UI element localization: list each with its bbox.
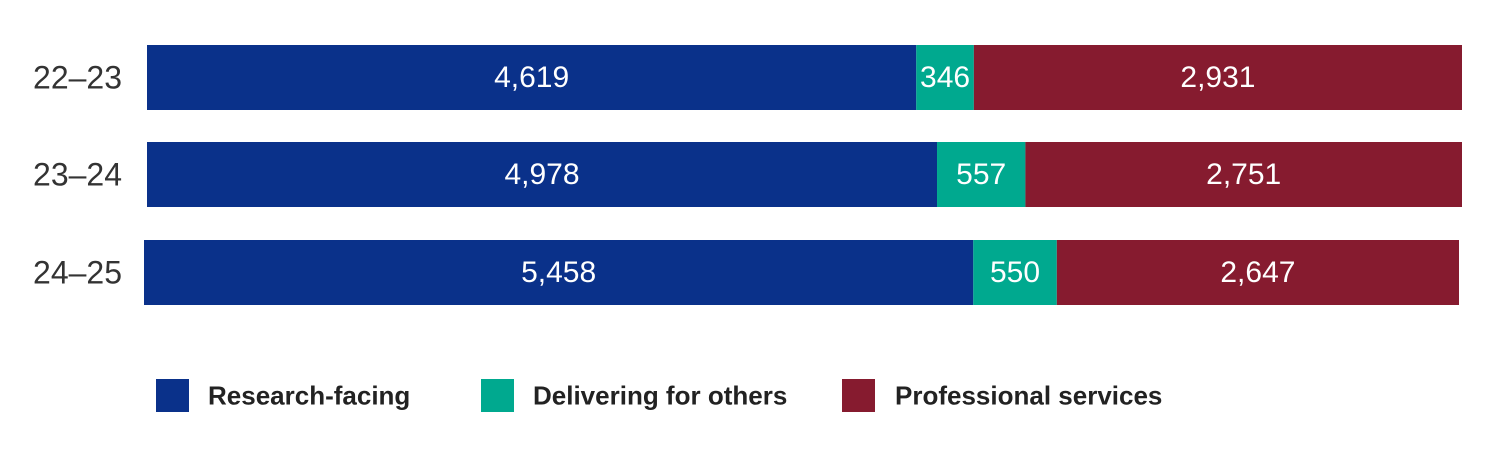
data-label: 5,458 bbox=[521, 256, 596, 289]
data-label: 550 bbox=[990, 256, 1040, 289]
bar-segment bbox=[937, 142, 1026, 207]
data-label: 2,931 bbox=[1180, 61, 1255, 94]
bar-segment bbox=[1056, 240, 1459, 305]
data-label: 2,751 bbox=[1206, 158, 1281, 191]
category-label: 22–23 bbox=[33, 60, 122, 96]
legend-swatch bbox=[842, 379, 875, 412]
bar-segment bbox=[144, 240, 974, 305]
category-labels-group: 22–23 23–24 24–25 bbox=[33, 60, 122, 291]
data-label: 4,978 bbox=[504, 158, 579, 191]
bar-segment bbox=[916, 45, 974, 110]
category-label: 24–25 bbox=[33, 255, 122, 291]
legend-swatch bbox=[156, 379, 189, 412]
legend-label: Professional services bbox=[895, 381, 1162, 411]
bars-group bbox=[144, 45, 1462, 305]
bar-segment bbox=[973, 45, 1462, 110]
bar-segment bbox=[147, 142, 938, 207]
bar-segment bbox=[1025, 142, 1462, 207]
category-label: 23–24 bbox=[33, 157, 122, 193]
legend: Research-facing Delivering for others Prof… bbox=[156, 379, 1162, 412]
data-label: 4,619 bbox=[494, 61, 569, 94]
data-label: 346 bbox=[920, 61, 970, 94]
bar-segment bbox=[973, 240, 1057, 305]
legend-swatch bbox=[481, 379, 514, 412]
legend-label: Research-facing bbox=[208, 381, 410, 411]
data-label: 2,647 bbox=[1220, 256, 1295, 289]
legend-label: Delivering for others bbox=[533, 381, 787, 411]
data-label: 557 bbox=[956, 158, 1006, 191]
bar-segment bbox=[147, 45, 917, 110]
value-labels-group: 4,619 346 2,931 4,978 557 2,751 5,458 550 2,647 bbox=[494, 61, 1295, 289]
